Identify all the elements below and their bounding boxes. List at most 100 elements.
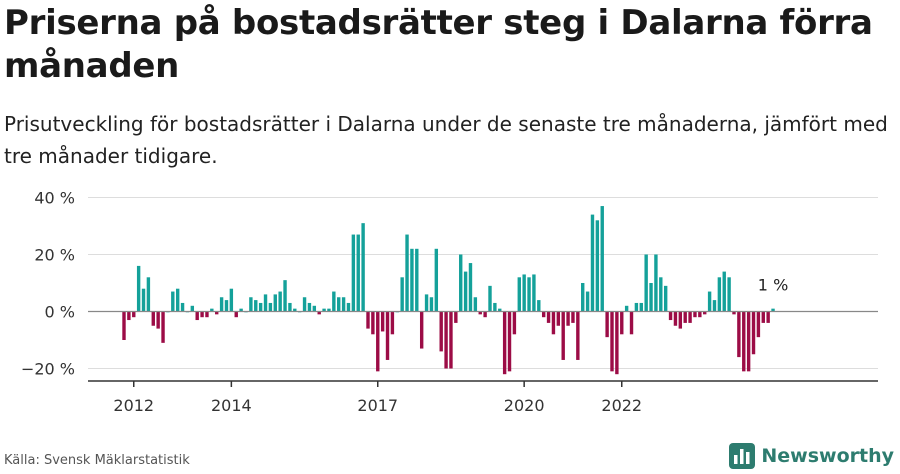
bar <box>337 297 341 312</box>
bar <box>761 311 765 323</box>
bar <box>527 277 531 312</box>
chart-title: Priserna på bostadsrätter steg i Dalarna… <box>4 3 873 86</box>
bar <box>732 311 736 315</box>
bar <box>737 311 741 358</box>
bar <box>376 311 380 372</box>
bar <box>151 311 155 326</box>
bar <box>771 308 775 312</box>
bar <box>268 302 273 312</box>
bar <box>351 234 356 312</box>
bar <box>707 291 712 312</box>
bar <box>371 311 375 335</box>
bar <box>600 206 604 312</box>
bar <box>668 311 673 321</box>
x-tick-label: 2022 <box>601 396 642 415</box>
bar <box>712 300 717 312</box>
y-tick-label: 40 % <box>34 189 75 208</box>
bar <box>444 311 448 369</box>
y-tick-label: 0 % <box>45 303 75 322</box>
bar <box>615 311 619 375</box>
bar <box>385 311 390 360</box>
source-note: Källa: Svensk Mäklarstatistik <box>4 453 190 468</box>
bar <box>620 311 624 335</box>
bar <box>302 297 307 312</box>
bar <box>742 311 746 372</box>
bar <box>493 302 497 312</box>
bar <box>434 248 439 312</box>
bar <box>132 311 136 318</box>
bar <box>327 308 331 312</box>
bar <box>122 311 126 340</box>
bar <box>127 311 131 321</box>
bar <box>727 277 731 312</box>
bar <box>195 311 199 321</box>
bar <box>361 223 365 312</box>
bar <box>249 297 253 312</box>
bar <box>576 311 580 360</box>
bar <box>175 288 180 312</box>
bar <box>454 311 458 323</box>
bar <box>688 311 692 323</box>
x-tick-label: 2014 <box>211 396 252 415</box>
bar <box>356 234 360 312</box>
bar <box>717 277 722 312</box>
x-tick-label: 2020 <box>504 396 545 415</box>
bar <box>288 302 292 312</box>
y-tick-label: 20 % <box>34 246 75 265</box>
bar <box>683 311 687 323</box>
bar <box>449 311 453 369</box>
bar <box>322 308 326 312</box>
bar <box>478 311 482 315</box>
bar <box>215 311 219 315</box>
bar <box>156 311 160 329</box>
bar <box>551 311 556 335</box>
bar-chart-logo-icon <box>729 443 756 469</box>
bar <box>332 291 336 312</box>
bar <box>283 280 287 312</box>
bar <box>517 277 521 312</box>
bar <box>556 311 561 326</box>
bar <box>239 308 243 312</box>
bar <box>200 311 204 318</box>
bar <box>571 311 575 323</box>
bar <box>380 311 385 332</box>
bar <box>293 308 297 312</box>
bar <box>663 285 668 312</box>
bar <box>429 297 434 312</box>
x-tick-label: 2017 <box>357 396 398 415</box>
bar <box>468 263 473 312</box>
bar <box>537 300 541 312</box>
bar <box>410 248 414 312</box>
bar <box>541 311 546 318</box>
bar <box>488 285 492 312</box>
bar <box>439 311 443 352</box>
bar <box>400 277 404 312</box>
bar <box>498 308 502 312</box>
bar <box>502 311 507 375</box>
bar <box>639 302 643 312</box>
bar <box>590 214 595 312</box>
bar <box>136 265 141 312</box>
bar <box>766 311 770 323</box>
x-tick-label: 2012 <box>113 396 154 415</box>
bar-chart: 40 % 20 % 0 % −20 % 2012 2014 2017 2020 2022 1 % <box>21 189 878 415</box>
bar <box>644 254 648 312</box>
bar <box>605 311 609 338</box>
bar <box>205 311 209 318</box>
bar <box>659 277 663 312</box>
brand-name: Newsworthy <box>761 445 894 467</box>
bar <box>273 294 277 312</box>
bar <box>317 311 321 315</box>
bar <box>415 248 419 312</box>
bar <box>424 294 429 312</box>
bar <box>649 283 653 312</box>
bar <box>629 311 634 335</box>
bar <box>522 274 526 312</box>
bar <box>390 311 395 335</box>
bar <box>234 311 238 318</box>
bar <box>507 311 512 372</box>
y-tick-label: −20 % <box>21 360 75 379</box>
bar <box>722 271 726 312</box>
bar <box>171 291 175 312</box>
bar <box>141 288 146 312</box>
